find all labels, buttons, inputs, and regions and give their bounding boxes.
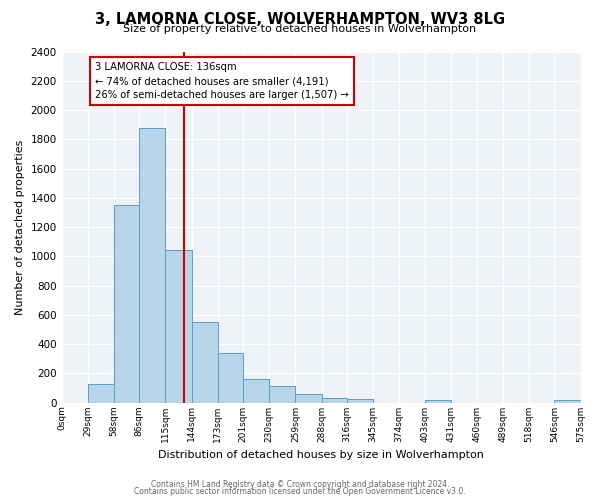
Bar xyxy=(88,384,114,402)
Text: Contains public sector information licensed under the Open Government Licence v3: Contains public sector information licen… xyxy=(134,487,466,496)
Bar xyxy=(191,322,218,402)
Y-axis label: Number of detached properties: Number of detached properties xyxy=(15,140,25,314)
Text: 3 LAMORNA CLOSE: 136sqm
← 74% of detached houses are smaller (4,191)
26% of semi: 3 LAMORNA CLOSE: 136sqm ← 74% of detache… xyxy=(95,62,349,100)
Bar xyxy=(166,250,191,402)
Text: Size of property relative to detached houses in Wolverhampton: Size of property relative to detached ho… xyxy=(124,24,476,34)
Bar xyxy=(295,394,322,402)
Bar xyxy=(243,379,269,402)
Text: 3, LAMORNA CLOSE, WOLVERHAMPTON, WV3 8LG: 3, LAMORNA CLOSE, WOLVERHAMPTON, WV3 8LG xyxy=(95,12,505,28)
Bar xyxy=(322,398,347,402)
Bar xyxy=(139,128,166,402)
Bar xyxy=(218,353,243,403)
X-axis label: Distribution of detached houses by size in Wolverhampton: Distribution of detached houses by size … xyxy=(158,450,484,460)
Bar xyxy=(269,386,295,402)
Bar xyxy=(114,205,139,402)
Text: Contains HM Land Registry data © Crown copyright and database right 2024.: Contains HM Land Registry data © Crown c… xyxy=(151,480,449,489)
Bar xyxy=(554,400,581,402)
Bar xyxy=(425,400,451,402)
Bar xyxy=(347,399,373,402)
